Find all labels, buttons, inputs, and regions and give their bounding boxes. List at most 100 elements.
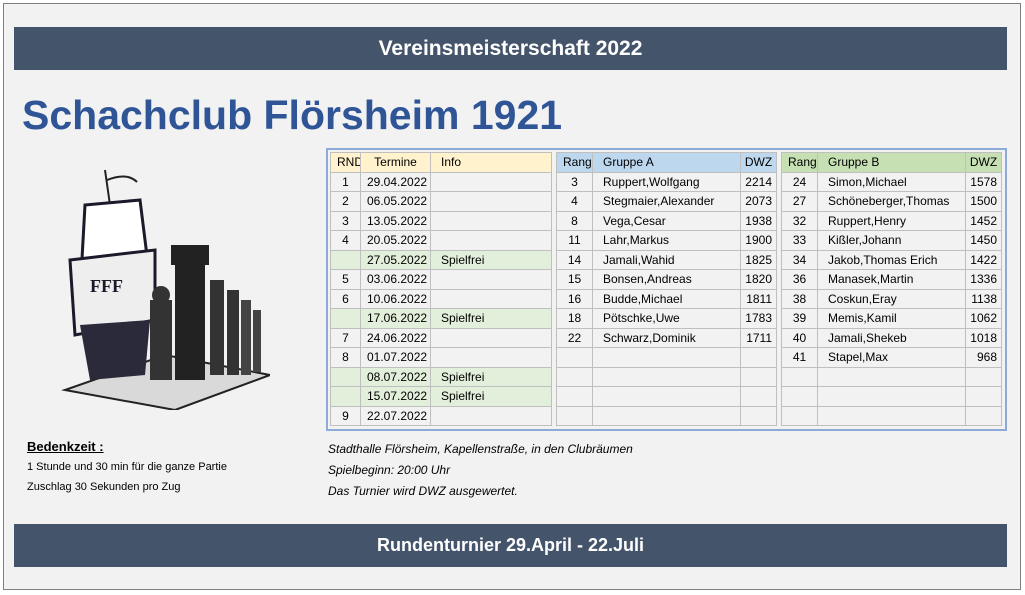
info-cell [430, 171, 552, 192]
dwz-cell [740, 405, 777, 426]
table-row: 4 Stegmaier,Alexander 2073 [556, 191, 777, 212]
date-cell: 13.05.2022 [360, 210, 431, 231]
rank-cell [781, 405, 818, 426]
table-row [556, 405, 777, 426]
dwz-cell [965, 405, 1002, 426]
group-b-table: Rang Gruppe B DWZ 24 Simon,Michael 1578 27 S… [781, 152, 1002, 426]
rank-cell: 18 [556, 308, 593, 329]
table-row: 33 Kißler,Johann 1450 [781, 230, 1002, 251]
player-cell: Schwarz,Dominik [592, 327, 741, 348]
rank-cell: 8 [556, 210, 593, 231]
bedenkzeit-line: Zuschlag 30 Sekunden pro Zug [27, 481, 181, 493]
header-info: Info [430, 152, 552, 173]
header-gruppe-a: Gruppe A [592, 152, 741, 173]
logo-text: FFF [90, 276, 123, 296]
player-cell: Pötschke,Uwe [592, 308, 741, 329]
rank-cell: 27 [781, 191, 818, 212]
round-cell: 1 [330, 171, 361, 192]
table-row [781, 366, 1002, 387]
player-cell: Lahr,Markus [592, 230, 741, 251]
player-cell: Jamali,Wahid [592, 249, 741, 270]
group-a-table: Rang Gruppe A DWZ 3 Ruppert,Wolfgang 2214 4… [556, 152, 777, 426]
rank-cell: 34 [781, 249, 818, 270]
info-cell [430, 327, 552, 348]
round-cell: 5 [330, 269, 361, 290]
table-row: 6 10.06.2022 [330, 288, 552, 309]
player-cell: Budde,Michael [592, 288, 741, 309]
player-cell: Ruppert,Henry [817, 210, 966, 231]
header-gruppe-b: Gruppe B [817, 152, 966, 173]
player-cell: Stegmaier,Alexander [592, 191, 741, 212]
dwz-cell: 1452 [965, 210, 1002, 231]
info-cell [430, 269, 552, 290]
player-cell [817, 366, 966, 387]
table-row: 8 Vega,Cesar 1938 [556, 210, 777, 231]
table-row: 3 13.05.2022 [330, 210, 552, 231]
dwz-cell: 968 [965, 347, 1002, 368]
dwz-cell: 1811 [740, 288, 777, 309]
header-termine: Termine [360, 152, 431, 173]
table-row: 15.07.2022 Spielfrei [330, 386, 552, 407]
dwz-cell: 1018 [965, 327, 1002, 348]
table-row: 08.07.2022 Spielfrei [330, 366, 552, 387]
date-cell: 01.07.2022 [360, 347, 431, 368]
header-dwz: DWZ [965, 152, 1002, 173]
rank-cell [556, 405, 593, 426]
date-cell: 15.07.2022 [360, 386, 431, 407]
table-row: 18 Pötschke,Uwe 1783 [556, 308, 777, 329]
table-row [556, 386, 777, 407]
round-cell: 4 [330, 230, 361, 251]
top-banner: Vereinsmeisterschaft 2022 [14, 27, 1007, 70]
header-dwz: DWZ [740, 152, 777, 173]
bottom-banner: Rundenturnier 29.April - 22.Juli [14, 524, 1007, 567]
rank-cell: 41 [781, 347, 818, 368]
rank-cell [781, 366, 818, 387]
rank-cell: 24 [781, 171, 818, 192]
round-cell: 9 [330, 405, 361, 426]
date-cell: 20.05.2022 [360, 230, 431, 251]
round-cell: 7 [330, 327, 361, 348]
info-cell [430, 288, 552, 309]
dwz-cell: 2073 [740, 191, 777, 212]
dwz-cell [740, 366, 777, 387]
dwz-cell [740, 386, 777, 407]
page-title: Schachclub Flörsheim 1921 [22, 92, 563, 138]
rank-cell: 32 [781, 210, 818, 231]
header-rang: Rang [781, 152, 818, 173]
info-cell [430, 191, 552, 212]
table-row: 17.06.2022 Spielfrei [330, 308, 552, 329]
round-cell [330, 308, 361, 329]
table-row: 4 20.05.2022 [330, 230, 552, 251]
rank-cell: 3 [556, 171, 593, 192]
dwz-cell: 1138 [965, 288, 1002, 309]
info-cell: Spielfrei [430, 249, 552, 270]
rank-cell: 33 [781, 230, 818, 251]
table-row: 11 Lahr,Markus 1900 [556, 230, 777, 251]
table-row: 8 01.07.2022 [330, 347, 552, 368]
player-cell: Bonsen,Andreas [592, 269, 741, 290]
header-rnd: RND [330, 152, 361, 173]
table-row: 34 Jakob,Thomas Erich 1422 [781, 249, 1002, 270]
date-cell: 24.06.2022 [360, 327, 431, 348]
table-row: 22 Schwarz,Dominik 1711 [556, 327, 777, 348]
rank-cell: 15 [556, 269, 593, 290]
dwz-cell: 1820 [740, 269, 777, 290]
info-cell [430, 230, 552, 251]
date-cell: 17.06.2022 [360, 308, 431, 329]
rank-cell: 36 [781, 269, 818, 290]
player-cell: Memis,Kamil [817, 308, 966, 329]
dwz-cell: 1938 [740, 210, 777, 231]
dwz-cell: 1783 [740, 308, 777, 329]
table-row: 24 Simon,Michael 1578 [781, 171, 1002, 192]
bedenkzeit-heading: Bedenkzeit : [27, 439, 104, 454]
dwz-cell: 1422 [965, 249, 1002, 270]
date-cell: 29.04.2022 [360, 171, 431, 192]
dwz-cell: 2214 [740, 171, 777, 192]
round-cell: 3 [330, 210, 361, 231]
bedenkzeit-line: 1 Stunde und 30 min für die ganze Partie [27, 461, 227, 473]
dwz-cell [965, 366, 1002, 387]
rating-line: Das Turnier wird DWZ ausgewertet. [328, 484, 518, 498]
table-row: 1 29.04.2022 [330, 171, 552, 192]
table-row [556, 347, 777, 368]
dwz-cell: 1900 [740, 230, 777, 251]
